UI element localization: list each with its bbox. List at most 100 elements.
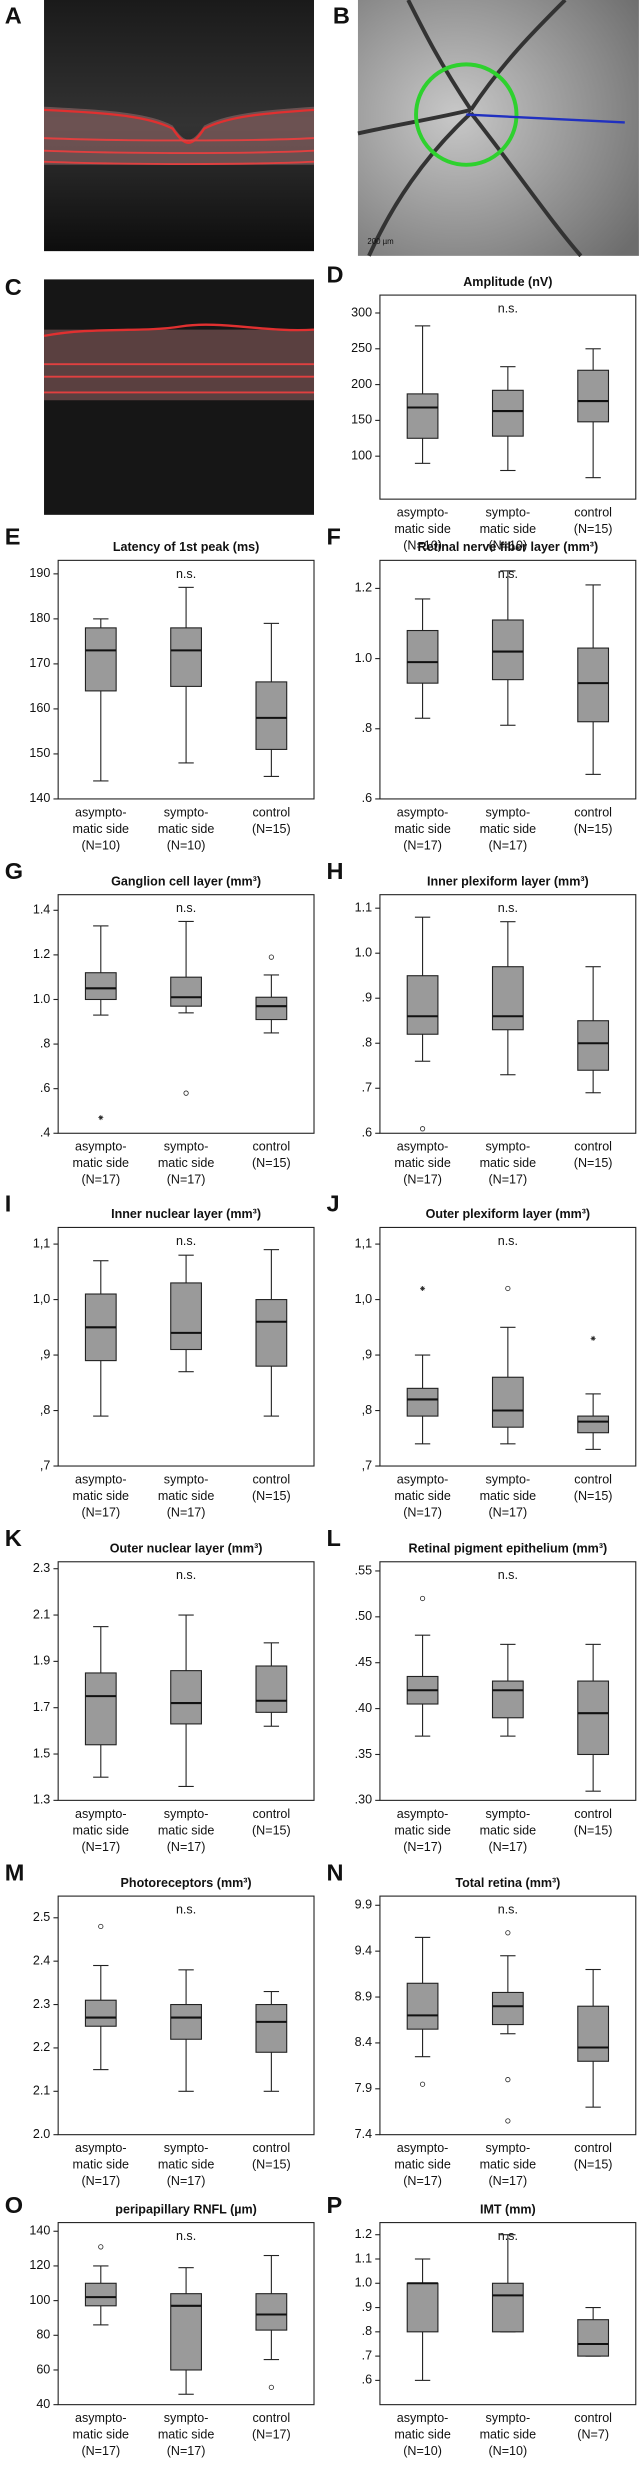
outlier-circle [419, 1595, 426, 1602]
outlier-star [590, 1335, 596, 1341]
x-tick-label: matic side [73, 1156, 130, 1170]
panel-label: K [5, 1525, 22, 1551]
x-tick-label: matic side [394, 522, 451, 536]
plot-frame [379, 1895, 637, 2136]
box [406, 1982, 439, 2030]
box [491, 619, 524, 681]
y-tick-label: .9 [362, 2300, 372, 2314]
x-tick-label: matic side [480, 1156, 537, 1170]
x-tick-label: matic side [158, 1489, 215, 1503]
y-tick-label: 2.3 [33, 1997, 50, 2011]
x-tick-label: sympto- [486, 2411, 531, 2425]
y-tick-label: 1.2 [355, 2227, 372, 2241]
y-tick-label: .35 [355, 1747, 372, 1761]
y-tick-label: .8 [362, 721, 372, 735]
box [84, 1672, 117, 1746]
scale-label: 200 µm [367, 237, 393, 246]
x-tick-label: sympto- [164, 1472, 209, 1486]
x-tick-label: (N=17) [81, 1840, 120, 1854]
x-tick-label: (N=17) [167, 2174, 206, 2188]
y-tick-label: 40 [36, 2397, 50, 2411]
x-tick-label: control [253, 1807, 291, 1821]
box [255, 996, 288, 1021]
box [84, 2282, 117, 2307]
x-tick-label: matic side [394, 1489, 451, 1503]
box [84, 627, 117, 692]
panel-label: O [5, 2192, 23, 2218]
x-tick-label: sympto- [486, 1807, 531, 1821]
y-tick-label: 2.2 [33, 2040, 50, 2054]
chart-panel: H Inner plexiform layer (mm³) n.s. .6 .7 .8 .9… [327, 858, 637, 1187]
plot-frame [379, 1561, 637, 1801]
x-tick-label: sympto- [486, 805, 531, 819]
x-tick-label: matic side [158, 1823, 215, 1837]
box [406, 2282, 439, 2333]
x-tick-label: (N=17) [489, 1505, 528, 1519]
chart-title: Retinal pigment epithelium (mm³) [409, 1542, 608, 1556]
box [491, 2282, 524, 2333]
y-tick-label: 150 [351, 413, 372, 427]
chart-panel: F Retinal nerve fiber layer (mm³)n.s..6.8… [327, 524, 637, 852]
y-tick-label: 100 [351, 448, 372, 462]
x-tick-label: (N=15) [574, 1823, 613, 1837]
x-tick-label: (N=7) [577, 2428, 609, 2442]
y-tick-label: 1.1 [355, 2251, 372, 2265]
box [491, 1376, 524, 1428]
plot-frame [57, 1895, 315, 2136]
x-tick-label: matic side [73, 2428, 130, 2442]
y-tick-label: ,8 [40, 1403, 50, 1417]
box [255, 681, 288, 750]
panel-label: P [327, 2192, 343, 2218]
chart-panel: G Ganglion cell layer (mm³) n.s. .4 .6 .8 1.0 1… [5, 858, 315, 1187]
x-tick-label: control [253, 2411, 291, 2425]
x-tick-label: sympto- [486, 506, 531, 520]
y-tick-label: 140 [29, 2224, 50, 2238]
box [84, 1999, 117, 2027]
box [255, 2293, 288, 2331]
panel-label: B [333, 2, 350, 28]
box [577, 1680, 610, 1756]
box [577, 2005, 610, 2062]
y-tick-label: ,9 [40, 1347, 50, 1361]
y-tick-label: 9.4 [355, 1943, 372, 1957]
y-tick-label: 200 [351, 377, 372, 391]
box [406, 629, 439, 684]
y-tick-label: .6 [362, 791, 372, 805]
panel-label: G [5, 858, 23, 884]
x-tick-label: (N=10) [489, 2444, 528, 2458]
box [255, 1299, 288, 1367]
plot-frame [57, 2222, 315, 2406]
y-tick-label: 7.4 [355, 2127, 372, 2141]
y-tick-label: .55 [355, 1563, 372, 1577]
y-tick-label: 2.0 [33, 2127, 50, 2141]
segmentation-line [43, 137, 315, 165]
y-tick-label: 7.9 [355, 2081, 372, 2095]
x-tick-label: sympto- [164, 1140, 209, 1154]
x-tick-label: (N=17) [489, 1173, 528, 1187]
plot-frame [379, 1226, 637, 1467]
y-tick-label: 2.5 [33, 1910, 50, 1924]
x-tick-label: (N=17) [167, 1840, 206, 1854]
chart-title: Photoreceptors (mm³) [121, 1876, 252, 1890]
image-panel-a: A [5, 0, 315, 252]
x-tick-label: asympto- [75, 2141, 127, 2155]
box [577, 2319, 610, 2357]
box [491, 389, 524, 437]
x-tick-label: control [574, 1140, 612, 1154]
annotation: n.s. [176, 1903, 196, 1917]
y-tick-label: .7 [362, 1081, 372, 1095]
x-tick-label: control [574, 1472, 612, 1486]
annotation: n.s. [176, 1568, 196, 1582]
chart-title: Total retina (mm³) [455, 1876, 560, 1890]
y-tick-label: 2.1 [33, 1607, 50, 1621]
x-tick-label: (N=17) [81, 1173, 120, 1187]
x-tick-label: asympto- [397, 506, 449, 520]
outlier-circle [268, 954, 274, 960]
x-tick-label: asympto- [397, 2141, 449, 2155]
y-tick-label: 150 [29, 746, 50, 760]
x-tick-label: (N=17) [489, 1840, 528, 1854]
annotation: n.s. [176, 2229, 196, 2243]
x-tick-label: (N=15) [574, 1156, 613, 1170]
plot-frame [57, 559, 315, 800]
